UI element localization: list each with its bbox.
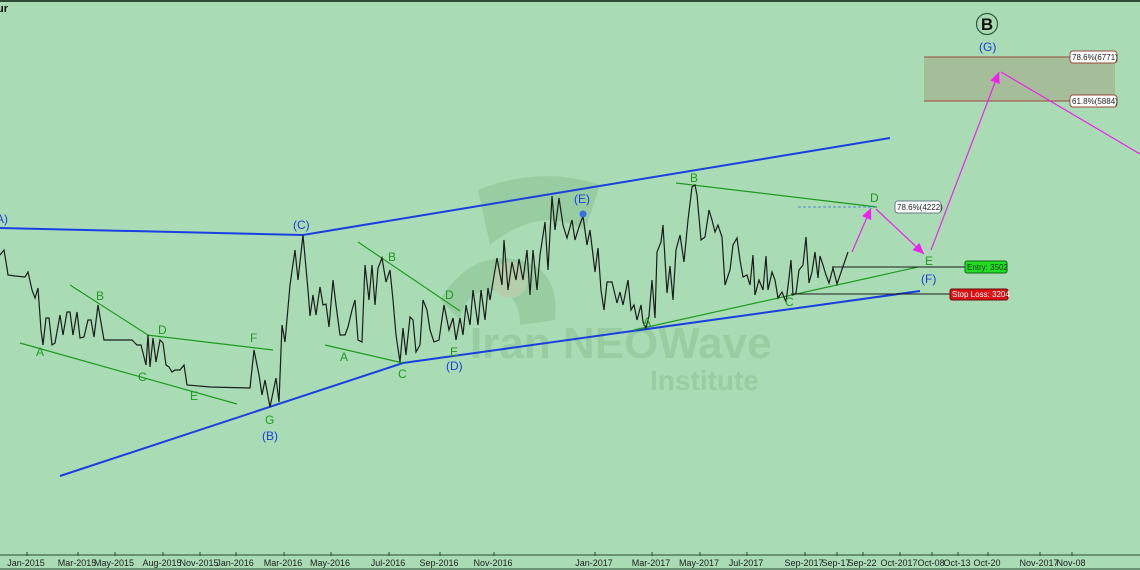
degree-label: B xyxy=(981,15,993,34)
wave-label: B xyxy=(690,171,698,185)
wave-label: F xyxy=(250,331,257,345)
x-tick-label: Sep-2017 xyxy=(784,558,823,568)
x-tick-label: Jan-2016 xyxy=(216,558,254,568)
wave-label-G-major: (G) xyxy=(979,40,996,54)
wave-label: E xyxy=(190,389,198,403)
projection-arrow xyxy=(930,71,1000,251)
x-tick-label: Mar-2016 xyxy=(264,558,303,568)
wave-label-F-major: (F) xyxy=(921,272,936,286)
wave-label: G xyxy=(265,413,274,427)
wave-line xyxy=(357,241,461,312)
svg-text:78.6%(4222): 78.6%(4222) xyxy=(897,203,943,212)
x-tick-label: Nov-08 xyxy=(1056,558,1085,568)
x-tick-label: Nov-2016 xyxy=(473,558,512,568)
wave-label: D xyxy=(870,191,879,205)
wave-line xyxy=(19,342,238,405)
watermark-logo: Iran NEOWave Institute xyxy=(440,176,772,396)
wave-label-B-major: (B) xyxy=(262,429,278,443)
wave-label-E-major: (E) xyxy=(574,192,590,206)
x-tick-label: Oct-13 xyxy=(943,558,970,568)
wave-label: C xyxy=(138,370,147,384)
wave-label: C xyxy=(785,295,794,309)
x-tick-label: Mar-2017 xyxy=(632,558,671,568)
wave-label: C xyxy=(398,367,407,381)
channel-upper-line xyxy=(0,137,891,237)
arrowhead-icon xyxy=(990,72,1000,85)
fib-lower-label: 61.8%(5884) xyxy=(1069,94,1118,108)
x-tick-label: May-2015 xyxy=(94,558,134,568)
wave-label: D xyxy=(158,323,167,337)
price-line xyxy=(0,184,849,408)
x-tick-label: Oct-2017 xyxy=(880,558,917,568)
degree-circle xyxy=(975,12,999,36)
annotation-lines xyxy=(0,71,1140,477)
wave-label: B xyxy=(388,250,396,264)
wave-line xyxy=(633,266,919,331)
watermark-line2: Institute xyxy=(650,365,759,396)
fib-target-zone xyxy=(924,57,1115,101)
arrowhead-icon xyxy=(862,208,872,221)
fib-d-label: 78.6%(4222) xyxy=(894,200,943,214)
wave-label: E xyxy=(450,345,458,359)
svg-text:Stop Loss: 3204: Stop Loss: 3204 xyxy=(952,290,1010,299)
wave-label-C-major: (C) xyxy=(293,218,310,232)
svg-text:61.8%(5884): 61.8%(5884) xyxy=(1072,97,1118,106)
x-tick-label: Sep-17 xyxy=(821,558,850,568)
x-tick-label: Aug-2015 xyxy=(142,558,181,568)
entry-label: Entry: 3502 xyxy=(964,260,1008,274)
wave-line xyxy=(324,344,404,364)
x-tick-label: Jan-2015 xyxy=(7,558,45,568)
top-border xyxy=(0,0,1140,2)
wave-label-A-major: (A) xyxy=(0,212,8,226)
wave-label: A xyxy=(340,350,348,364)
x-tick-label: Sep-22 xyxy=(847,558,876,568)
wave-label: E xyxy=(925,254,933,268)
x-tick-label: Jul-2016 xyxy=(371,558,406,568)
wave-line xyxy=(146,334,274,351)
wave-label: B xyxy=(96,289,104,303)
stop-loss-label: Stop Loss: 3204 xyxy=(949,288,1010,301)
x-tick-label: May-2016 xyxy=(310,558,350,568)
x-tick-label: Oct-20 xyxy=(973,558,1000,568)
wave-label: A xyxy=(36,345,44,359)
svg-text:78.6%(6771): 78.6%(6771) xyxy=(1072,53,1118,62)
svg-text:Entry: 3502: Entry: 3502 xyxy=(967,263,1008,272)
x-tick-label: Nov-2017 xyxy=(1019,558,1058,568)
wave-line xyxy=(675,182,878,208)
x-tick-label: Nov-2015 xyxy=(179,558,218,568)
wave-label-D-major: (D) xyxy=(446,359,463,373)
chart-title-fragment: ur xyxy=(0,3,9,15)
arrowhead-icon xyxy=(912,242,924,254)
wave-line xyxy=(69,284,149,336)
wave-e-marker xyxy=(579,210,587,218)
wave-label: A xyxy=(643,315,651,329)
x-tick-label: Jul-2017 xyxy=(729,558,764,568)
x-tick-label: May-2017 xyxy=(679,558,719,568)
projection-line xyxy=(1000,71,1140,155)
x-tick-label: Sep-2016 xyxy=(419,558,458,568)
x-tick-label: Mar-2015 xyxy=(58,558,97,568)
fib-upper-label: 78.6%(6771) xyxy=(1069,50,1118,64)
x-tick-label: Oct-08 xyxy=(917,558,944,568)
x-tick-label: Jan-2017 xyxy=(575,558,613,568)
watermark-line1: Iran NEOWave xyxy=(470,319,772,368)
wave-label: D xyxy=(445,288,454,302)
